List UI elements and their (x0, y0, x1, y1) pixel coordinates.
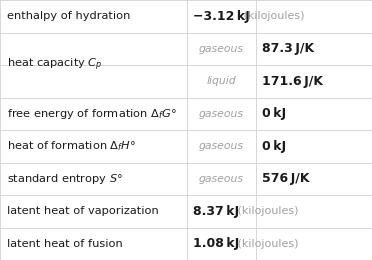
Text: −3.12 kJ: −3.12 kJ (193, 10, 250, 23)
Text: gaseous: gaseous (199, 174, 244, 184)
Text: (kilojoules): (kilojoules) (234, 206, 299, 216)
Text: 87.3 J/K: 87.3 J/K (262, 42, 314, 55)
Text: liquid: liquid (206, 76, 236, 86)
Text: 171.6 J/K: 171.6 J/K (262, 75, 323, 88)
Text: enthalpy of hydration: enthalpy of hydration (7, 11, 130, 21)
Text: free energy of formation $\Delta_f G°$: free energy of formation $\Delta_f G°$ (7, 107, 177, 121)
Text: 0 kJ: 0 kJ (262, 140, 286, 153)
Text: latent heat of vaporization: latent heat of vaporization (7, 206, 158, 216)
Text: 576 J/K: 576 J/K (262, 172, 310, 185)
Text: latent heat of fusion: latent heat of fusion (7, 239, 122, 249)
Text: 1.08 kJ: 1.08 kJ (193, 237, 240, 250)
Text: heat of formation $\Delta_f H°$: heat of formation $\Delta_f H°$ (7, 139, 136, 153)
Text: (kilojoules): (kilojoules) (234, 239, 299, 249)
Text: heat capacity $C_p$: heat capacity $C_p$ (7, 57, 102, 73)
Text: 8.37 kJ: 8.37 kJ (193, 205, 240, 218)
Text: standard entropy $S°$: standard entropy $S°$ (7, 172, 123, 186)
Text: gaseous: gaseous (199, 109, 244, 119)
Text: 0 kJ: 0 kJ (262, 107, 286, 120)
Text: (kilojoules): (kilojoules) (240, 11, 305, 21)
Text: gaseous: gaseous (199, 44, 244, 54)
Text: gaseous: gaseous (199, 141, 244, 151)
